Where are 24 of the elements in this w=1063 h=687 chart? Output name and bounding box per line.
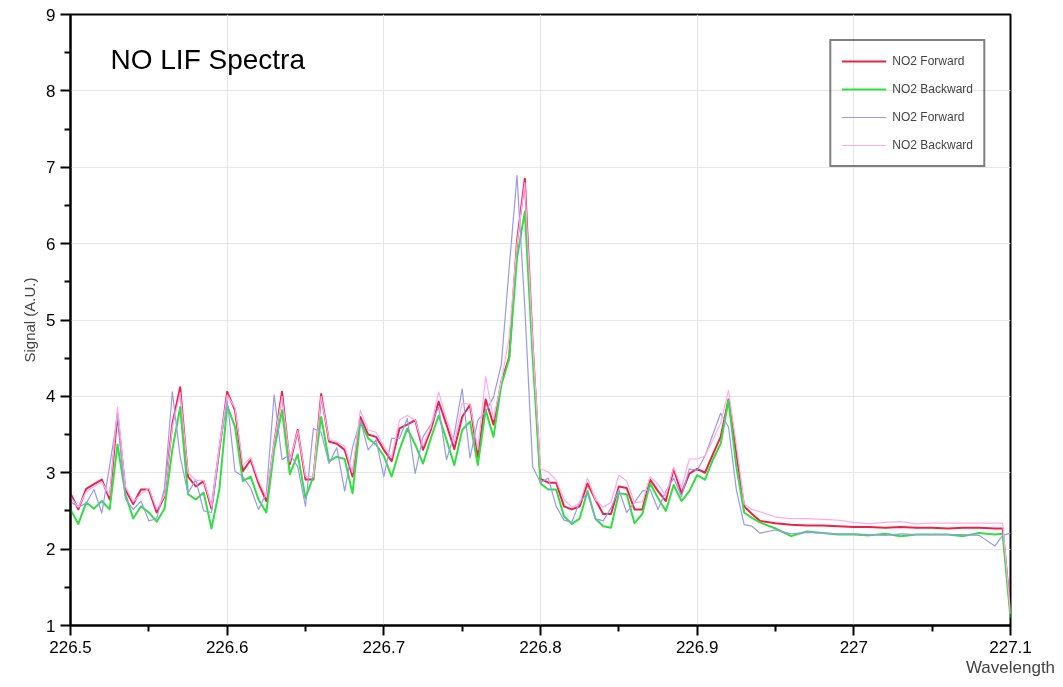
text: NO LIF Spectra <box>110 43 306 75</box>
x-tick-label: 226.9 <box>675 637 719 657</box>
y-tick-label: 3 <box>46 463 56 483</box>
y-tick-label: 4 <box>46 387 56 407</box>
x-tick-label: 227.1 <box>989 637 1032 657</box>
y-axis-title: Signal (A.U.) <box>21 277 39 363</box>
y-tick-label: 9 <box>46 5 56 25</box>
y-tick-label: 7 <box>46 158 56 178</box>
y-tick-label: 6 <box>46 234 56 254</box>
legend-label: NO2 Backward <box>892 82 973 96</box>
legend-label: NO2 Backward <box>892 138 973 152</box>
x-tick-label: 227 <box>839 637 869 657</box>
y-tick-label: 2 <box>46 540 56 560</box>
line-series <box>70 175 1011 547</box>
y-tick-label: 5 <box>46 311 56 330</box>
x-tick-label: 226.7 <box>362 637 406 657</box>
legend-label: NO2 Forward <box>892 110 965 124</box>
x-tick-label: 226.5 <box>49 637 92 657</box>
x-axis-title: Wavelength <box>965 657 1056 677</box>
x-tick-label: 226.8 <box>519 637 562 657</box>
legend-label: NO2 Forward <box>892 54 965 68</box>
y-tick-label: 8 <box>46 81 56 101</box>
x-tick-label: 226.6 <box>205 637 249 657</box>
y-tick-label: 1 <box>46 616 56 636</box>
